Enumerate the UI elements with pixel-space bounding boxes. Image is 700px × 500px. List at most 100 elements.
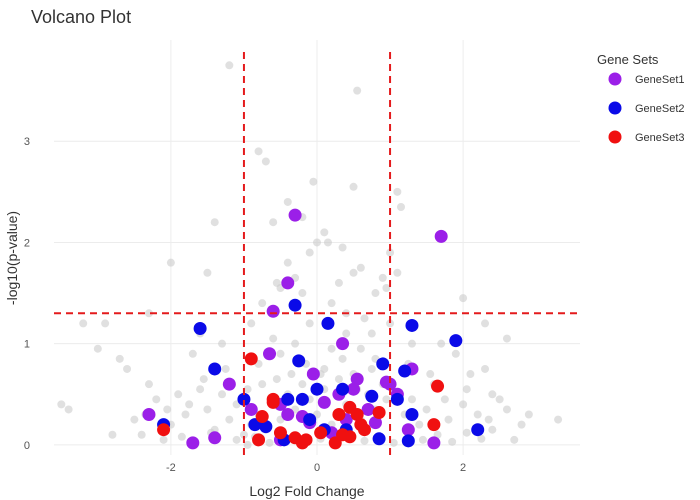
- background-point: [269, 218, 278, 227]
- background-point: [247, 319, 256, 328]
- legend-label-GeneSet1: GeneSet1: [635, 74, 685, 86]
- background-point: [218, 339, 227, 348]
- GeneSet3-point: [273, 426, 287, 440]
- legend-entries: GeneSet1 GeneSet2 GeneSet3: [608, 72, 685, 144]
- background-point: [466, 370, 475, 379]
- background-point: [397, 203, 406, 212]
- background-point: [554, 415, 563, 424]
- background-point: [123, 364, 132, 373]
- background-point: [389, 438, 398, 447]
- GeneSet3-point: [372, 405, 386, 419]
- background-point: [407, 395, 416, 404]
- background-point: [481, 319, 490, 328]
- GeneSet2-point: [321, 316, 335, 330]
- background-point: [272, 375, 281, 384]
- GeneSet2-point: [288, 298, 302, 312]
- background-point: [338, 354, 347, 363]
- background-point: [177, 432, 186, 441]
- background-point: [371, 289, 380, 298]
- background-point: [163, 405, 172, 414]
- background-point: [137, 430, 146, 439]
- background-point: [243, 440, 252, 449]
- background-point: [93, 344, 102, 353]
- GeneSet1-point: [288, 208, 302, 222]
- background-point: [323, 238, 332, 247]
- background-point: [196, 385, 205, 394]
- GeneSet1-point: [281, 276, 295, 290]
- background-point: [334, 375, 343, 384]
- background-point: [418, 435, 427, 444]
- background-point: [64, 405, 73, 414]
- x-tick-label-1: 0: [314, 462, 320, 474]
- background-point: [225, 61, 234, 70]
- GeneSet2-point: [208, 362, 222, 376]
- GeneSet2-point: [365, 389, 379, 403]
- background-point: [283, 258, 292, 267]
- background-point: [305, 248, 314, 257]
- x-tick-label-0: -2: [166, 462, 176, 474]
- GeneSet1-point: [244, 402, 258, 416]
- background-point: [353, 86, 362, 95]
- GeneSet1-point: [263, 347, 277, 361]
- y-axis-title: -log10(p-value): [4, 211, 20, 305]
- GeneSet3-point: [350, 408, 364, 422]
- GeneSet2-point: [295, 392, 309, 406]
- GeneSet2-point: [372, 432, 386, 446]
- GeneSet2-point: [405, 318, 419, 332]
- GeneSet2-point: [405, 408, 419, 422]
- background-point: [502, 405, 511, 414]
- GeneSet3-point: [431, 379, 445, 393]
- GeneSet3-point: [336, 428, 350, 442]
- legend-marker-GeneSet3: [608, 130, 622, 144]
- y-axis-ticks: 0 1 2 3: [24, 136, 30, 452]
- GeneSet1-point: [434, 229, 448, 243]
- background-point: [349, 268, 358, 277]
- background-point: [451, 349, 460, 358]
- legend-title: Gene Sets: [597, 52, 659, 67]
- background-point: [473, 410, 482, 419]
- background-point: [101, 319, 110, 328]
- background-point: [488, 390, 497, 399]
- GeneSet1-point: [401, 423, 415, 437]
- background-point: [181, 410, 190, 419]
- background-point: [356, 263, 365, 272]
- background-point: [225, 415, 234, 424]
- GeneSet2-point: [471, 423, 485, 437]
- background-point: [386, 248, 395, 257]
- background-point: [309, 177, 318, 186]
- GeneSet3-point: [244, 352, 258, 366]
- background-point: [407, 339, 416, 348]
- GeneSet2-point: [310, 382, 324, 396]
- GeneSet2-point: [237, 392, 251, 406]
- background-point: [517, 420, 526, 429]
- background-point: [426, 370, 435, 379]
- background-point: [327, 344, 336, 353]
- background-point: [440, 395, 449, 404]
- background-point: [188, 349, 197, 358]
- background-point: [258, 380, 267, 389]
- GeneSet3-point: [266, 395, 280, 409]
- GeneSet2-point: [281, 392, 295, 406]
- plot-area: [54, 40, 580, 455]
- background-point: [305, 319, 314, 328]
- background-point: [276, 349, 285, 358]
- GeneSet1-point: [368, 416, 382, 430]
- GeneSet2-point: [292, 354, 306, 368]
- background-point: [254, 147, 263, 156]
- background-point: [298, 380, 307, 389]
- background-point: [367, 364, 376, 373]
- legend-label-GeneSet3: GeneSet3: [635, 132, 685, 144]
- background-point: [79, 319, 88, 328]
- GeneSet1-point: [142, 408, 156, 422]
- background-point: [232, 435, 241, 444]
- background-point: [382, 283, 391, 292]
- background-point: [393, 268, 402, 277]
- background-point: [484, 415, 493, 424]
- GeneSet2-point: [401, 434, 415, 448]
- x-tick-label-2: 2: [460, 462, 466, 474]
- GeneSet1-point: [281, 408, 295, 422]
- background-point: [477, 434, 486, 443]
- background-point: [360, 314, 369, 323]
- GeneSet1-point: [306, 367, 320, 381]
